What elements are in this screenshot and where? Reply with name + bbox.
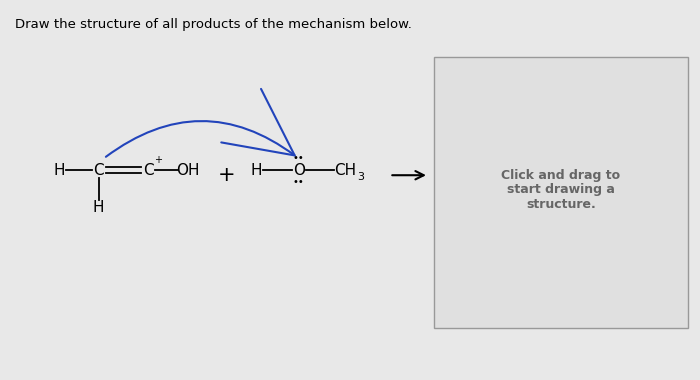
Text: O: O — [293, 163, 304, 178]
Text: Draw the structure of all products of the mechanism below.: Draw the structure of all products of th… — [15, 17, 412, 30]
Bar — [434, 57, 688, 328]
Text: CH: CH — [334, 163, 356, 178]
Text: +: + — [218, 165, 236, 185]
Text: ••: •• — [293, 154, 304, 163]
Text: ••: •• — [293, 177, 304, 187]
Text: Click and drag to
start drawing a
structure.: Click and drag to start drawing a struct… — [501, 168, 620, 212]
FancyArrowPatch shape — [106, 89, 295, 157]
Text: H: H — [93, 200, 104, 215]
Text: C: C — [93, 163, 104, 178]
Text: 3: 3 — [357, 172, 364, 182]
Text: H: H — [54, 163, 65, 178]
Text: C: C — [143, 163, 153, 178]
Text: H: H — [251, 163, 262, 178]
Text: OH: OH — [176, 163, 199, 178]
Text: +: + — [154, 155, 162, 165]
